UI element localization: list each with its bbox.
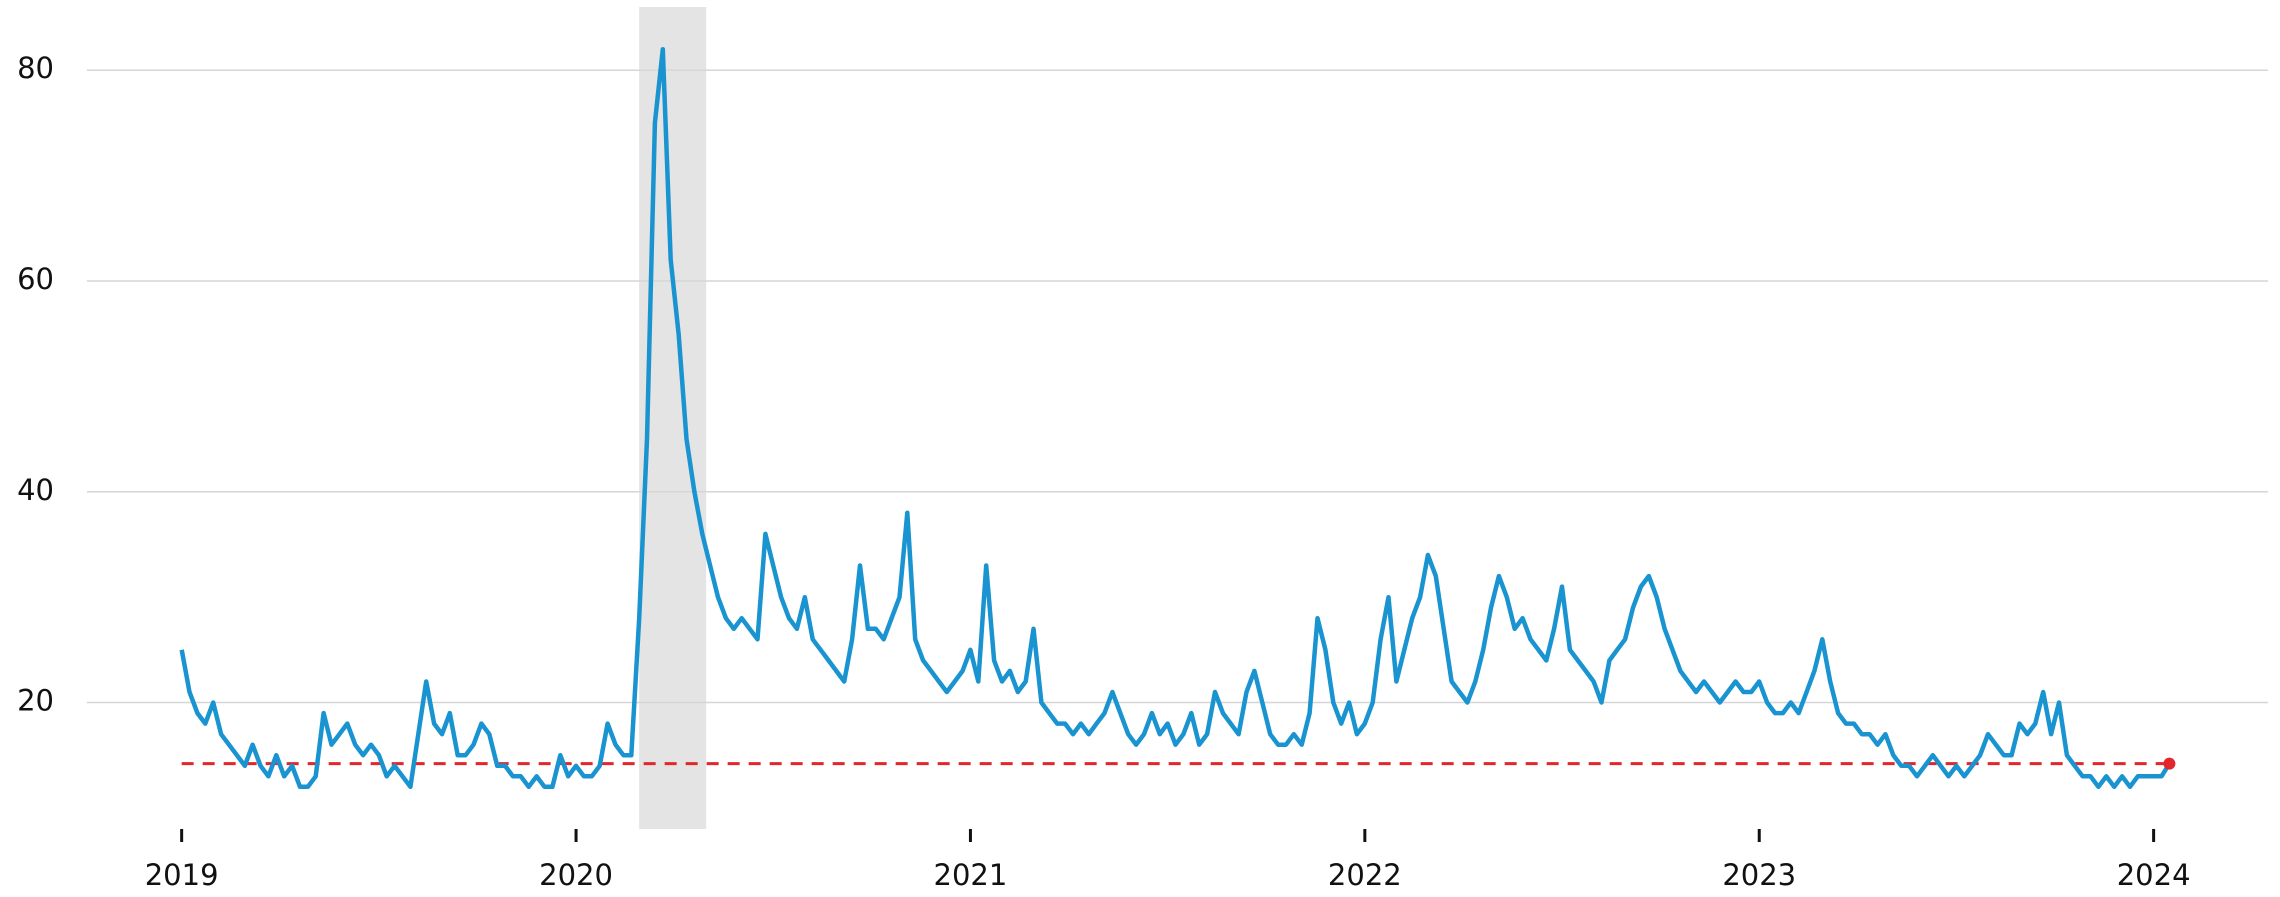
x-tick-label: 2020 [539,858,613,892]
y-tick-label: 80 [17,51,54,85]
x-tick-label: 2024 [2117,858,2191,892]
x-tick-label: 2021 [934,858,1008,892]
x-tick-label: 2023 [1722,858,1796,892]
shaded-region [639,7,707,829]
y-tick-label: 20 [17,684,54,718]
y-tick-label: 60 [17,262,54,296]
last-point [2163,757,2176,770]
y-tick-label: 40 [17,473,54,507]
series-line [179,46,2172,790]
x-tick-label: 2022 [1328,858,1402,892]
x-tick-label: 2019 [145,858,219,892]
